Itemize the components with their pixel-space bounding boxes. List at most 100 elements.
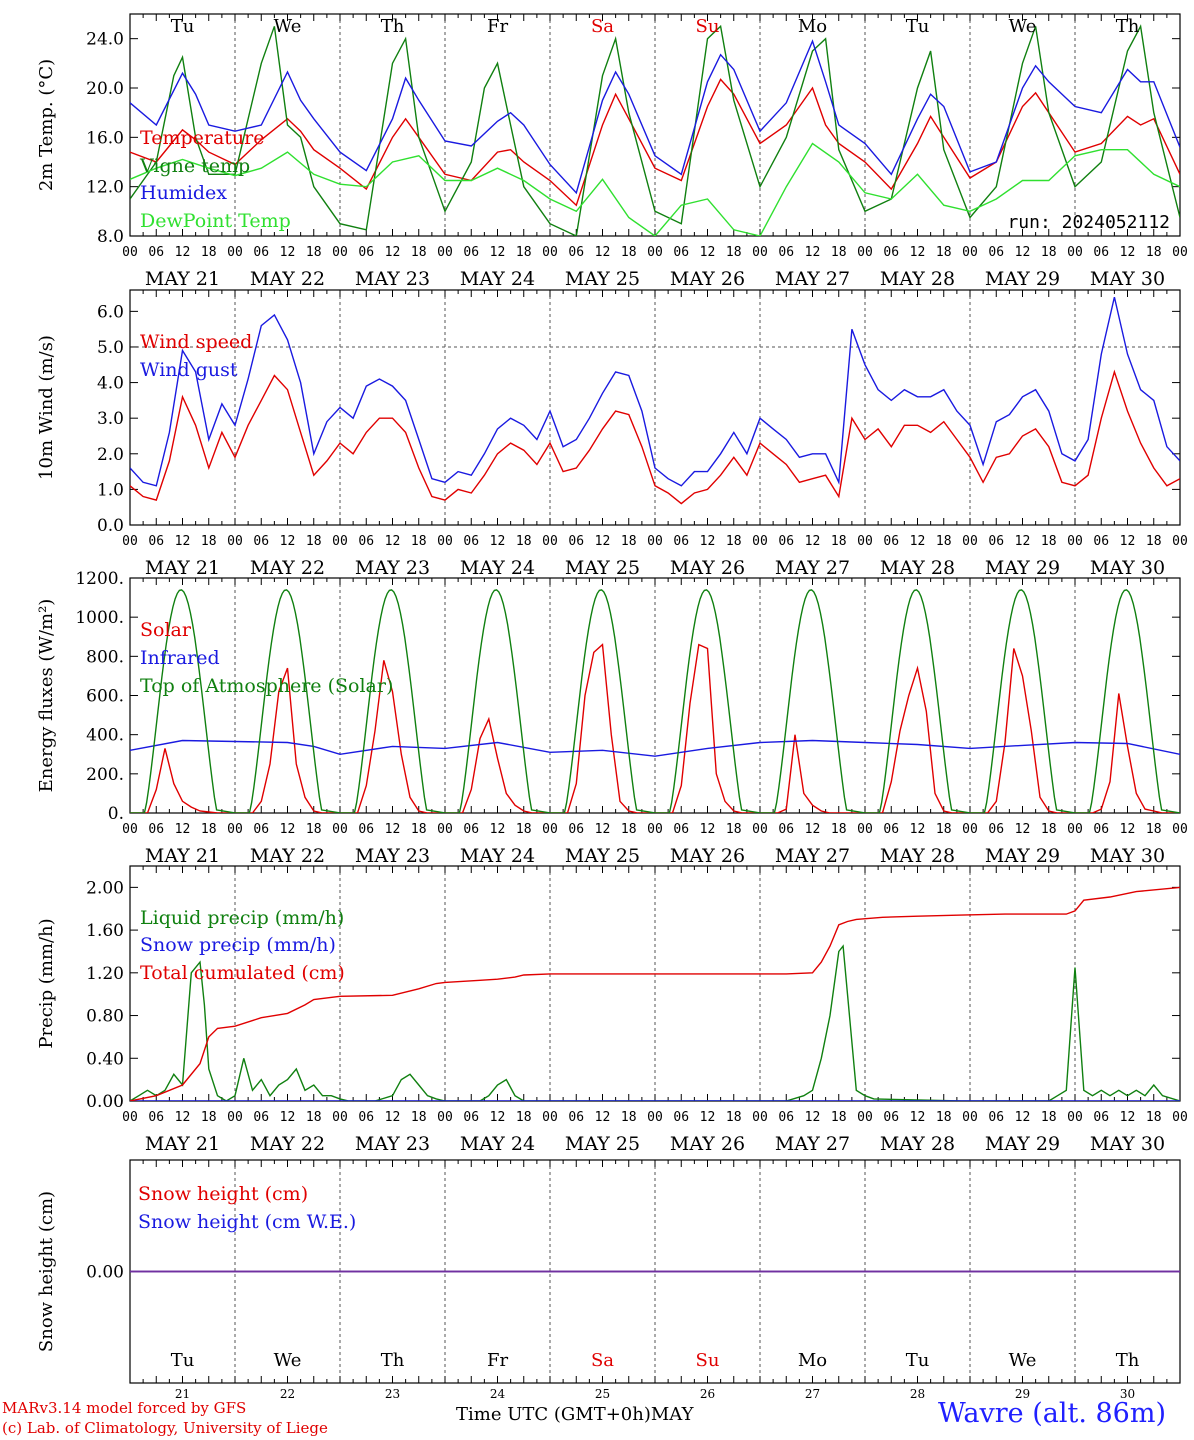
hour-tick-label: 06 <box>673 1110 689 1125</box>
weekday-label-bottom: Mo <box>798 1350 827 1371</box>
hour-tick-label: 12 <box>700 534 716 549</box>
legend-entry: Wind gust <box>140 359 238 381</box>
y-tick-label: 0.00 <box>86 1092 124 1112</box>
hour-tick-label: 06 <box>253 822 269 837</box>
hour-tick-label: 06 <box>673 245 689 260</box>
hour-tick-label: 06 <box>358 1110 374 1125</box>
hour-tick-label: 12 <box>595 534 611 549</box>
day-number: 27 <box>805 1387 820 1401</box>
weekday-label-bottom: Fr <box>487 1350 508 1371</box>
hour-tick-label: 18 <box>936 245 952 260</box>
date-label: MAY 21 <box>145 845 220 867</box>
date-label: MAY 26 <box>670 1133 745 1155</box>
date-label: MAY 30 <box>1090 1133 1165 1155</box>
hour-tick-label: 00 <box>122 822 138 837</box>
day-number: 28 <box>910 1387 925 1401</box>
hour-tick-label: 12 <box>700 822 716 837</box>
hour-tick-label: 00 <box>122 245 138 260</box>
y-tick-label: 24.0 <box>86 30 124 50</box>
hour-tick-label: 06 <box>778 245 794 260</box>
date-label: MAY 24 <box>460 557 535 579</box>
hour-tick-label: 18 <box>411 245 427 260</box>
hour-tick-label: 06 <box>1093 822 1109 837</box>
y-axis-label: Precip (mm/h) <box>36 918 57 1048</box>
day-number: 24 <box>490 1387 506 1401</box>
hour-tick-label: 00 <box>647 822 663 837</box>
y-tick-label: 800. <box>86 647 124 667</box>
date-label: MAY 25 <box>565 845 640 867</box>
day-number: 30 <box>1120 1387 1135 1401</box>
date-label: MAY 28 <box>880 1133 955 1155</box>
hour-tick-label: 18 <box>1041 822 1057 837</box>
hour-tick-label: 06 <box>1093 1110 1109 1125</box>
hour-tick-label: 18 <box>201 822 217 837</box>
hour-tick-label: 12 <box>280 534 296 549</box>
hour-tick-label: 00 <box>122 1110 138 1125</box>
hour-tick-label: 12 <box>280 822 296 837</box>
y-tick-label: 200. <box>86 765 124 785</box>
date-label: MAY 27 <box>775 557 850 579</box>
weekday-label-top: Su <box>696 16 720 37</box>
hour-tick-label: 18 <box>726 245 742 260</box>
hour-tick-label: 18 <box>831 245 847 260</box>
hour-tick-label: 18 <box>621 245 637 260</box>
date-label: MAY 27 <box>775 268 850 290</box>
series-line-humidex <box>130 39 1180 195</box>
time-axis-label: Time UTC (GMT+0h)MAY <box>456 1404 693 1425</box>
y-tick-label: 16.0 <box>86 128 124 148</box>
hour-tick-label: 18 <box>201 245 217 260</box>
hour-tick-label: 12 <box>700 1110 716 1125</box>
date-label: MAY 25 <box>565 557 640 579</box>
weekday-label-bottom: Th <box>381 1350 405 1371</box>
hour-tick-label: 00 <box>1172 822 1188 837</box>
hour-tick-label: 06 <box>148 245 164 260</box>
series-line-wind-speed <box>130 369 1180 505</box>
hour-tick-label: 00 <box>332 534 348 549</box>
hour-tick-label: 06 <box>568 1110 584 1125</box>
hour-tick-label: 06 <box>988 1110 1004 1125</box>
legend-entry: Total cumulated (cm) <box>140 962 345 984</box>
hour-tick-label: 00 <box>647 534 663 549</box>
hour-tick-label: 00 <box>1067 822 1083 837</box>
hour-tick-label: 12 <box>910 822 926 837</box>
legend-entry: Snow height (cm) <box>138 1183 308 1205</box>
data-layer <box>130 24 1180 236</box>
hour-tick-label: 18 <box>516 534 532 549</box>
hour-tick-label: 18 <box>1146 822 1162 837</box>
hour-tick-label: 12 <box>175 534 191 549</box>
model-line: MARv3.14 model forced by GFS <box>2 1399 247 1417</box>
data-layer <box>130 296 1180 505</box>
weekday-label-top: Th <box>381 16 405 37</box>
date-label: MAY 22 <box>250 845 325 867</box>
hour-tick-label: 06 <box>148 1110 164 1125</box>
station-name: Wavre (alt. 86m) <box>938 1398 1166 1429</box>
weekday-label-top: Tu <box>906 16 930 37</box>
hour-tick-label: 00 <box>1067 534 1083 549</box>
hour-tick-label: 12 <box>805 534 821 549</box>
hour-tick-label: 06 <box>883 1110 899 1125</box>
weekday-label-bottom: Th <box>1116 1350 1140 1371</box>
hour-tick-label: 12 <box>490 1110 506 1125</box>
y-axis-label: 10m Wind (m/s) <box>36 335 57 480</box>
y-tick-label: 1000. <box>75 608 124 628</box>
hour-tick-label: 12 <box>385 822 401 837</box>
date-label: MAY 24 <box>460 268 535 290</box>
weekday-label-top: We <box>274 16 302 37</box>
series-line-dewpoint-temp <box>130 142 1180 236</box>
date-label: MAY 28 <box>880 557 955 579</box>
date-label: MAY 30 <box>1090 557 1165 579</box>
hour-tick-label: 06 <box>778 1110 794 1125</box>
hour-tick-label: 12 <box>1015 1110 1031 1125</box>
legend-entry: Snow height (cm W.E.) <box>138 1211 356 1233</box>
series-line-solar <box>130 643 1180 813</box>
hour-tick-label: 12 <box>1120 245 1136 260</box>
panel-5: 0.00 Snow height (cm) Snow height (cm) Snow… <box>36 1159 1181 1384</box>
hour-tick-label: 12 <box>280 1110 296 1125</box>
hour-tick-label: 18 <box>1146 534 1162 549</box>
date-label: MAY 30 <box>1090 845 1165 867</box>
weekday-label-top: Th <box>1116 16 1140 37</box>
series-line-liquid-precip-mm-h- <box>130 944 1180 1101</box>
hour-tick-label: 00 <box>752 245 768 260</box>
hour-tick-label: 06 <box>148 534 164 549</box>
hour-tick-label: 18 <box>411 1110 427 1125</box>
